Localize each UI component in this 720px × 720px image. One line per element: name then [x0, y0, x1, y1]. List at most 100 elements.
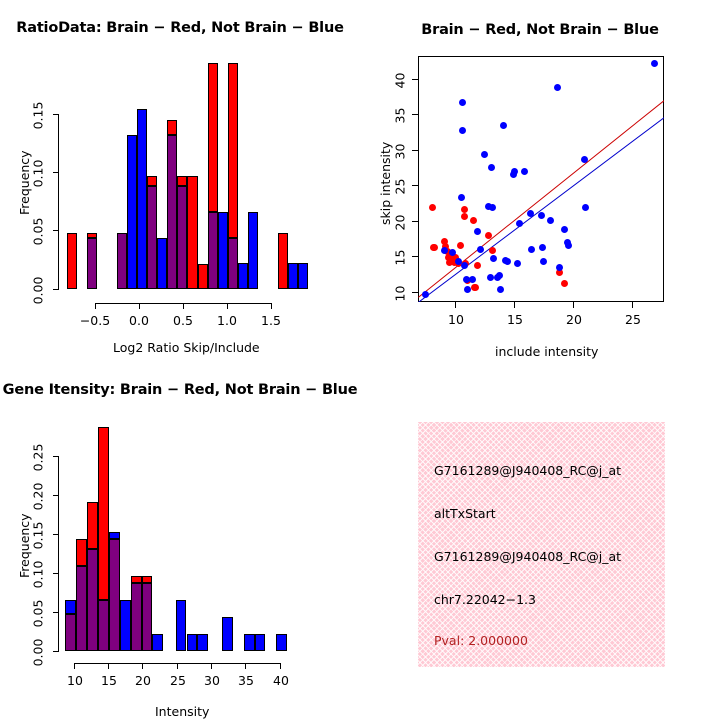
ratio-ytick-2: [53, 172, 59, 173]
scatter-point-blue: [516, 220, 524, 228]
ratio-histogram-panel: RatioData: Brain − Red, Not Brain − Blue…: [0, 0, 360, 360]
scatter-point-blue: [581, 155, 589, 163]
gene-xtick-label-2: 20: [135, 673, 151, 688]
scatter-ytick-1: [412, 256, 418, 257]
scatter-point-red: [451, 258, 459, 266]
scatter-point-blue: [497, 285, 505, 293]
histogram-bar: [221, 617, 233, 651]
histogram-bar: [243, 634, 255, 651]
gene-ytick-2: [53, 573, 59, 574]
gene-xtick-3: [177, 663, 178, 669]
scatter-point-blue: [520, 167, 528, 175]
info-event-type: altTxStart: [434, 506, 496, 521]
ratio-histogram-title: RatioData: Brain − Red, Not Brain − Blue: [16, 20, 344, 36]
scatter-point-blue: [490, 255, 498, 263]
histogram-bar: [130, 576, 142, 583]
gene-xtick-2: [142, 663, 143, 669]
gene-ytick-0: [53, 651, 59, 652]
scatter-point-red: [556, 268, 564, 276]
scatter-point-blue: [504, 257, 512, 265]
scatter-point-blue: [489, 203, 496, 211]
scatter-point-red: [460, 206, 468, 214]
scatter-point-blue: [480, 151, 488, 159]
gene-intensity-xlabel: Intensity: [155, 704, 210, 719]
scatter-ytick-4: [412, 150, 418, 151]
scatter-point-blue: [468, 276, 476, 284]
info-pval: Pval: 2.000000: [434, 633, 528, 648]
histogram-bar: [108, 531, 120, 540]
histogram-bar: [197, 634, 209, 651]
scatter-ytick-label-5: 35: [392, 107, 408, 124]
histogram-bar: [207, 63, 218, 212]
scatter-point-blue: [477, 245, 485, 253]
histogram-bar: [177, 176, 188, 186]
scatter-ytick-6: [412, 79, 418, 80]
regression-line-red: [418, 100, 664, 298]
scatter-ytick-label-2: 20: [392, 214, 408, 231]
histogram-bar: [137, 108, 148, 289]
scatter-point-red: [460, 213, 468, 221]
ratio-xtick-label-1: 0.0: [129, 313, 149, 328]
ratio-ytick-1: [53, 230, 59, 231]
scatter-point-blue: [440, 246, 448, 254]
scatter-point-blue: [460, 262, 468, 270]
scatter-point-blue: [454, 257, 462, 265]
histogram-bar: [76, 565, 88, 651]
scatter-point-blue: [448, 248, 456, 256]
scatter-point-blue: [582, 203, 590, 211]
scatter-xtick-label-3: 25: [625, 312, 641, 327]
scatter-xtick-label-2: 20: [566, 312, 582, 327]
histogram-bar: [127, 134, 138, 289]
scatter-point-red: [444, 248, 452, 256]
histogram-bar: [87, 237, 98, 289]
scatter-point-red: [561, 280, 569, 287]
scatter-ytick-5: [412, 114, 418, 115]
histogram-bar: [277, 232, 288, 289]
histogram-bar: [227, 237, 238, 289]
gene-ytick-5: [53, 456, 59, 457]
gene-xtick-label-6: 40: [273, 673, 289, 688]
ratio-xtick-4: [271, 303, 272, 309]
scatter-point-blue: [554, 84, 562, 92]
info-locus: chr7.22042−1.3: [434, 592, 536, 607]
histogram-bar: [187, 176, 198, 289]
gene-xtick-4: [211, 663, 212, 669]
scatter-xtick-1: [514, 302, 515, 308]
scatter-point-red: [440, 238, 448, 246]
histogram-bar: [254, 634, 266, 651]
histogram-bar: [147, 176, 158, 186]
histogram-bar: [65, 599, 77, 614]
scatter-points-layer: [418, 56, 664, 302]
scatter-ytick-2: [412, 221, 418, 222]
scatter-point-blue: [421, 291, 429, 299]
gene-xtick-label-1: 15: [101, 673, 117, 688]
scatter-point-blue: [526, 210, 534, 218]
histogram-bar: [217, 211, 228, 289]
histogram-bar: [65, 613, 77, 651]
scatter-point-blue: [496, 272, 504, 280]
gene-intensity-title: Gene Itensity: Brain − Red, Not Brain − …: [2, 382, 358, 398]
ratio-xtick-label-3: 1.0: [217, 313, 237, 328]
scatter-point-blue: [459, 99, 467, 107]
scatter-point-red: [431, 243, 439, 251]
histogram-bar: [197, 263, 208, 289]
scatter-point-blue: [486, 273, 494, 281]
ratio-xtick-label-0: −0.5: [79, 313, 111, 328]
histogram-bar: [167, 119, 178, 135]
scatter-ytick-label-6: 40: [392, 72, 408, 89]
ratio-ytick-3: [53, 114, 59, 115]
gene-xtick-6: [280, 663, 281, 669]
scatter-point-red: [472, 284, 480, 292]
gene-info-panel: G7161289@J940408_RC@j_at altTxStart G716…: [418, 422, 665, 667]
scatter-ytick-0: [412, 292, 418, 293]
ratio-xtick-3: [227, 303, 228, 309]
scatter-point-blue: [487, 164, 495, 172]
scatter-point-blue: [462, 275, 470, 283]
histogram-bar: [119, 599, 131, 651]
scatter-point-blue: [528, 245, 536, 253]
gene-intensity-histogram-panel: Gene Itensity: Brain − Red, Not Brain − …: [0, 360, 360, 720]
scatter-point-red: [473, 262, 481, 270]
histogram-bar: [227, 63, 238, 238]
ratio-xtick-0: [95, 303, 96, 309]
histogram-bar: [87, 232, 98, 238]
